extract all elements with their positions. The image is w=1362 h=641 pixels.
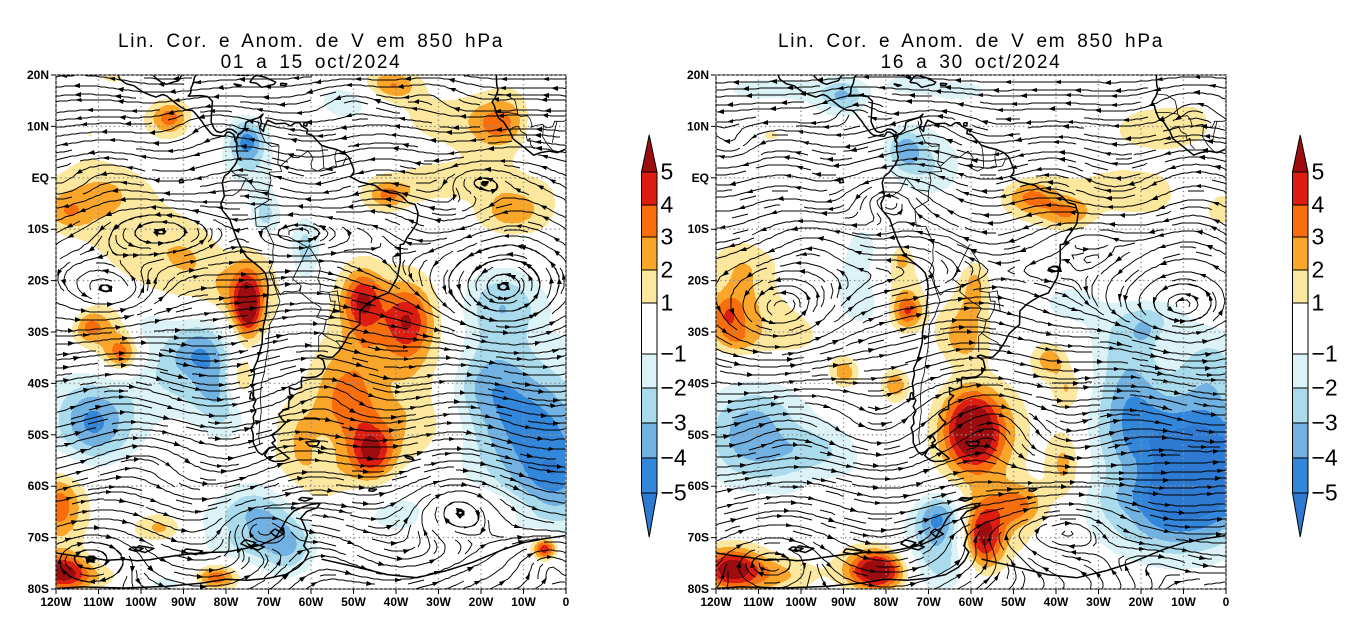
- svg-text:4: 4: [661, 192, 674, 218]
- svg-text:120W: 120W: [40, 595, 72, 609]
- svg-text:50W: 50W: [1001, 595, 1026, 609]
- svg-text:70S: 70S: [688, 531, 709, 545]
- svg-text:−3: −3: [1312, 410, 1338, 436]
- svg-text:0: 0: [563, 595, 570, 609]
- svg-text:0: 0: [1223, 595, 1230, 609]
- svg-text:110W: 110W: [83, 595, 114, 609]
- svg-text:3: 3: [1312, 224, 1325, 250]
- svg-text:80S: 80S: [688, 582, 709, 596]
- svg-text:−4: −4: [1312, 445, 1338, 471]
- svg-text:EQ: EQ: [692, 171, 709, 185]
- svg-text:−2: −2: [1312, 375, 1338, 401]
- svg-text:80W: 80W: [214, 595, 239, 609]
- svg-text:−1: −1: [1312, 341, 1338, 367]
- svg-text:120W: 120W: [700, 595, 732, 609]
- svg-text:40S: 40S: [28, 376, 49, 390]
- svg-text:30S: 30S: [28, 325, 49, 339]
- svg-text:Lin. Cor. e Anom. de V em 850: Lin. Cor. e Anom. de V em 850 hPa: [778, 31, 1164, 52]
- svg-text:3: 3: [661, 224, 674, 250]
- svg-text:−5: −5: [661, 480, 687, 506]
- svg-text:60S: 60S: [28, 479, 49, 493]
- svg-text:16 a 30 oct/2024: 16 a 30 oct/2024: [881, 52, 1062, 73]
- svg-text:4: 4: [1312, 192, 1325, 218]
- svg-text:50S: 50S: [688, 428, 709, 442]
- svg-text:EQ: EQ: [32, 171, 49, 185]
- svg-text:2: 2: [661, 257, 674, 283]
- svg-text:60W: 60W: [299, 595, 324, 609]
- svg-text:20N: 20N: [27, 68, 49, 82]
- svg-text:30W: 30W: [1086, 595, 1111, 609]
- svg-text:01 a 15 oct/2024: 01 a 15 oct/2024: [221, 52, 402, 73]
- svg-text:20W: 20W: [469, 595, 494, 609]
- svg-text:10N: 10N: [27, 119, 49, 133]
- svg-text:60W: 60W: [959, 595, 984, 609]
- svg-text:60S: 60S: [688, 479, 709, 493]
- svg-text:40W: 40W: [384, 595, 409, 609]
- svg-text:30S: 30S: [688, 325, 709, 339]
- svg-text:10S: 10S: [688, 222, 709, 236]
- svg-text:1: 1: [1312, 290, 1325, 316]
- svg-text:Lin. Cor. e Anom. de V em 850: Lin. Cor. e Anom. de V em 850 hPa: [118, 31, 504, 52]
- svg-text:10S: 10S: [28, 222, 49, 236]
- svg-text:20N: 20N: [687, 68, 709, 82]
- svg-text:50S: 50S: [28, 428, 49, 442]
- svg-text:10W: 10W: [1171, 595, 1196, 609]
- svg-text:−3: −3: [661, 410, 687, 436]
- svg-text:10N: 10N: [687, 119, 709, 133]
- svg-text:80S: 80S: [28, 582, 49, 596]
- svg-text:70S: 70S: [28, 531, 49, 545]
- svg-text:40W: 40W: [1044, 595, 1069, 609]
- svg-text:90W: 90W: [171, 595, 196, 609]
- svg-text:50W: 50W: [341, 595, 366, 609]
- svg-text:20W: 20W: [1129, 595, 1154, 609]
- svg-text:1: 1: [661, 290, 674, 316]
- svg-text:20S: 20S: [688, 274, 709, 288]
- svg-text:−4: −4: [661, 445, 687, 471]
- svg-text:100W: 100W: [785, 595, 817, 609]
- svg-text:80W: 80W: [874, 595, 899, 609]
- svg-text:40S: 40S: [688, 376, 709, 390]
- svg-text:2: 2: [1312, 257, 1325, 283]
- svg-text:30W: 30W: [426, 595, 451, 609]
- svg-text:70W: 70W: [916, 595, 941, 609]
- svg-text:10W: 10W: [511, 595, 536, 609]
- svg-text:−5: −5: [1312, 480, 1338, 506]
- svg-text:70W: 70W: [256, 595, 281, 609]
- svg-text:5: 5: [1312, 159, 1325, 185]
- svg-text:−1: −1: [661, 341, 687, 367]
- svg-text:5: 5: [661, 159, 674, 185]
- svg-text:100W: 100W: [125, 595, 157, 609]
- svg-text:90W: 90W: [831, 595, 856, 609]
- svg-text:−2: −2: [661, 375, 687, 401]
- svg-text:110W: 110W: [743, 595, 774, 609]
- svg-text:20S: 20S: [28, 274, 49, 288]
